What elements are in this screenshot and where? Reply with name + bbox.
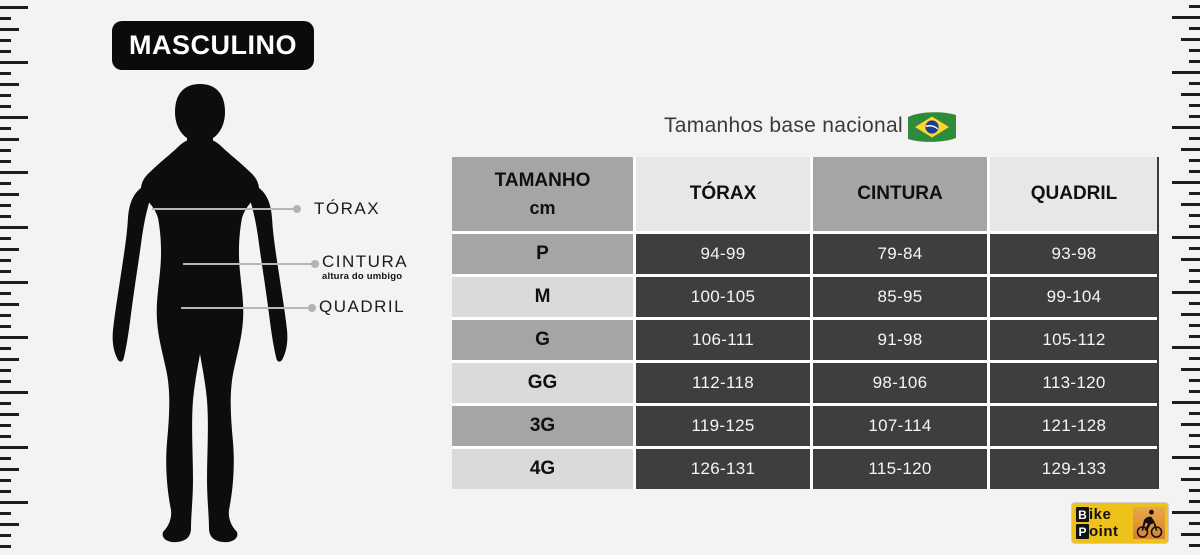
header-cell-3: QUADRIL bbox=[990, 157, 1158, 231]
value-cell-GG-cintura: 98-106 bbox=[813, 363, 987, 403]
size-cell-3G: 3G bbox=[452, 406, 633, 446]
cintura-note: altura do umbigo bbox=[322, 271, 403, 282]
value-cell-3G-cintura: 107-114 bbox=[813, 406, 987, 446]
table-subtitle: Tamanhos base nacional bbox=[664, 114, 903, 137]
logo-word-bike-rest: ike bbox=[1089, 506, 1112, 523]
value-cell-4G-cintura: 115-120 bbox=[813, 449, 987, 489]
header-cell-0: TAMANHO cm bbox=[452, 157, 633, 231]
size-table: TAMANHO cm TÓRAX CINTURA QUADRIL P 94-99 79-84 9… bbox=[452, 157, 1158, 489]
value-cell-P-cintura: 79-84 bbox=[813, 234, 987, 274]
value-cell-GG-quadril: 113-120 bbox=[990, 363, 1158, 403]
value-cell-4G-torax: 126-131 bbox=[636, 449, 810, 489]
header-label: TAMANHO bbox=[494, 170, 591, 192]
value-cell-P-quadril: 93-98 bbox=[990, 234, 1158, 274]
ruler-right-icon bbox=[1170, 0, 1200, 555]
header-label: TÓRAX bbox=[689, 183, 757, 205]
quadril-label: QUADRIL bbox=[319, 297, 406, 316]
logo-letter-b: B bbox=[1076, 507, 1089, 522]
torax-label: TÓRAX bbox=[314, 199, 381, 218]
header-cell-1: TÓRAX bbox=[636, 157, 810, 231]
size-cell-P: P bbox=[452, 234, 633, 274]
value-cell-G-cintura: 91-98 bbox=[813, 320, 987, 360]
size-cell-M: M bbox=[452, 277, 633, 317]
cintura-label: CINTURA bbox=[322, 252, 409, 271]
header-unit: cm bbox=[529, 197, 556, 218]
value-cell-G-quadril: 105-112 bbox=[990, 320, 1158, 360]
value-cell-3G-torax: 119-125 bbox=[636, 406, 810, 446]
header-cell-2: CINTURA bbox=[813, 157, 987, 231]
value-cell-M-cintura: 85-95 bbox=[813, 277, 987, 317]
ruler-left-icon bbox=[0, 0, 30, 555]
header-label: CINTURA bbox=[857, 183, 943, 205]
value-cell-G-torax: 106-111 bbox=[636, 320, 810, 360]
title-badge: MASCULINO bbox=[112, 21, 314, 70]
header-label: QUADRIL bbox=[1030, 183, 1118, 205]
quadril-measure-line bbox=[181, 304, 316, 312]
torax-measure-line bbox=[152, 205, 301, 213]
size-cell-4G: 4G bbox=[452, 449, 633, 489]
male-body-silhouette-icon bbox=[112, 84, 288, 543]
value-cell-GG-torax: 112-118 bbox=[636, 363, 810, 403]
cintura-measure-line bbox=[183, 260, 319, 268]
value-cell-3G-quadril: 121-128 bbox=[990, 406, 1158, 446]
size-cell-GG: GG bbox=[452, 363, 633, 403]
logo-letter-p: P bbox=[1076, 524, 1089, 539]
value-cell-P-torax: 94-99 bbox=[636, 234, 810, 274]
value-cell-M-torax: 100-105 bbox=[636, 277, 810, 317]
cyclist-icon bbox=[1133, 507, 1165, 539]
value-cell-4G-quadril: 129-133 bbox=[990, 449, 1158, 489]
value-cell-M-quadril: 99-104 bbox=[990, 277, 1158, 317]
brazil-flag-icon bbox=[908, 112, 956, 142]
logo-word-point-rest: oint bbox=[1089, 523, 1119, 540]
size-cell-G: G bbox=[452, 320, 633, 360]
table-right-border bbox=[1157, 157, 1159, 489]
